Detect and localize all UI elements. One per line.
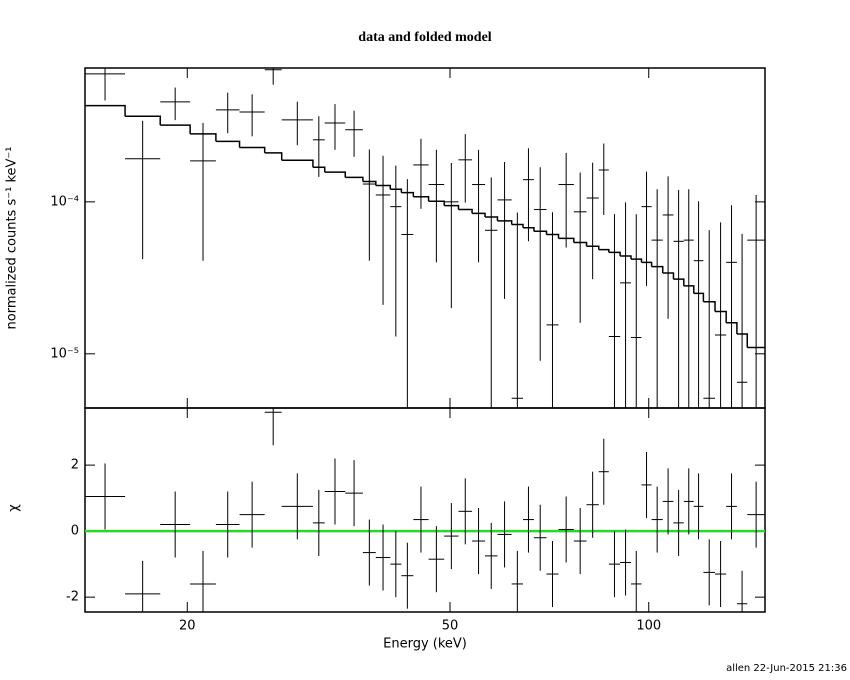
model-step <box>673 278 685 286</box>
x-tick-label: 20 <box>179 619 196 634</box>
model-step <box>444 204 460 210</box>
model-step <box>413 196 430 202</box>
model-step <box>546 233 560 239</box>
model-step <box>641 261 653 267</box>
model-step <box>573 241 588 247</box>
model-step <box>533 230 548 235</box>
model-step <box>472 212 486 217</box>
model-step <box>620 255 632 260</box>
model-step <box>598 248 610 253</box>
model-step <box>312 166 326 173</box>
y-tick-label: 10⁻⁵ <box>50 346 79 361</box>
model-step <box>458 208 473 214</box>
model-step <box>264 152 283 161</box>
model-step <box>497 220 513 225</box>
model-step <box>726 322 738 335</box>
plot-area <box>85 408 765 612</box>
model-step <box>375 184 392 190</box>
model-step <box>401 191 415 197</box>
model-step <box>715 310 727 323</box>
model-step <box>662 272 675 280</box>
plot-frame <box>84 407 766 613</box>
model-step <box>324 171 347 178</box>
plot-area <box>85 68 765 408</box>
y-tick-label: 0 <box>71 524 79 539</box>
y-axis-label: χ <box>7 504 22 512</box>
model-step <box>362 180 377 186</box>
model-step <box>190 133 217 142</box>
x-tick-label: 100 <box>636 619 661 634</box>
model-step <box>345 176 364 182</box>
model-step <box>693 292 705 302</box>
model-step <box>683 285 695 294</box>
model-step <box>736 333 749 348</box>
x-axis-label: Energy (keV) <box>383 637 467 652</box>
model-step <box>125 115 161 126</box>
model-step <box>511 223 524 228</box>
y-tick-label: -2 <box>66 590 79 605</box>
model-step <box>631 258 643 263</box>
model-step <box>428 200 445 206</box>
model-step <box>586 245 600 250</box>
model-step <box>608 251 621 257</box>
chart-title: data and folded model <box>358 30 492 45</box>
y-tick-label: 2 <box>71 458 79 473</box>
model-step <box>485 216 499 221</box>
y-tick-label: 10⁻⁴ <box>50 194 79 209</box>
model-step <box>239 146 266 153</box>
plot-frame <box>84 67 766 409</box>
model-step <box>215 140 241 148</box>
x-tick-label: 50 <box>442 619 459 634</box>
model-step <box>703 301 716 312</box>
model-step <box>390 188 403 193</box>
model-step <box>160 124 191 134</box>
model-step <box>523 227 535 232</box>
footer: allen 22-Jun-2015 21:36 <box>726 663 847 674</box>
model-step <box>85 104 126 117</box>
model-step <box>651 265 664 274</box>
model-step <box>281 159 314 168</box>
y-axis-label: normalized counts s⁻¹ keV⁻¹ <box>5 147 20 330</box>
model-step <box>558 237 575 243</box>
